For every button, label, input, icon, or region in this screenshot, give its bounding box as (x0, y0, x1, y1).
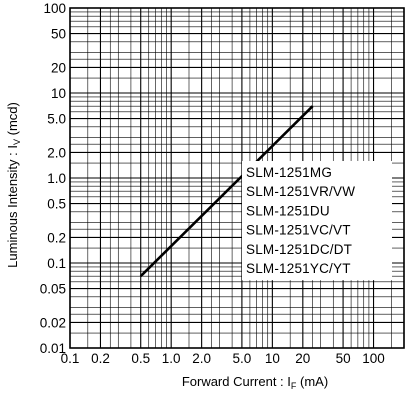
legend-background (242, 161, 392, 281)
y-tick-label: 20 (51, 60, 66, 75)
legend-entry: SLM-1251DU (246, 203, 330, 218)
x-tick-label: 5.0 (233, 351, 252, 366)
x-tick-label: 20 (295, 351, 310, 366)
series-line (139, 105, 314, 278)
x-axis-label-subscript: F (291, 381, 297, 391)
y-tick-label: 1.0 (47, 171, 66, 186)
x-axis-label-unit: (mA) (296, 374, 328, 389)
x-tick-label: 0.5 (131, 351, 150, 366)
x-tick-label: 2.0 (192, 351, 211, 366)
y-tick-label: 0.1 (47, 256, 66, 271)
y-tick-label: 0.02 (40, 315, 66, 330)
y-tick-label: 0.2 (47, 230, 66, 245)
y-axis-label-subscript: V (12, 139, 22, 145)
y-tick-label: 0.01 (40, 341, 66, 356)
y-tick-label: 50 (51, 27, 66, 42)
x-tick-label: 50 (336, 351, 351, 366)
x-tick-label: 100 (362, 351, 385, 366)
legend-entry: SLM-1251YC/YT (246, 261, 351, 276)
x-tick-label: 0.2 (91, 351, 110, 366)
y-tick-label: 0.5 (47, 197, 66, 212)
legend-entry: SLM-1251MG (246, 165, 332, 180)
legend-entry: SLM-1251DC/DT (246, 242, 352, 257)
x-tick-label: 1.0 (162, 351, 181, 366)
y-tick-label: 10 (51, 86, 66, 101)
series-layer (139, 105, 314, 278)
legend-entry: SLM-1251VR/VW (246, 184, 355, 199)
y-tick-label: 5.0 (47, 112, 66, 127)
y-axis-label: Luminous Intensity : IV (mcd) (5, 102, 22, 268)
plot-frame (69, 7, 405, 349)
y-tick-label: 2.0 (47, 145, 66, 160)
legend: SLM-1251MG SLM-1251VR/VW SLM-1251DU SLM-125… (242, 161, 392, 281)
y-tick-label: 0.05 (40, 282, 66, 297)
y-axis-label-unit: (mcd) (5, 102, 20, 139)
x-tick-labels: 0.1 0.2 0.5 1.0 2.0 5.0 10 20 50 100 (61, 351, 385, 366)
legend-entry: SLM-1251VC/VT (246, 223, 351, 238)
x-tick-label: 0.1 (61, 351, 80, 366)
x-tick-label: 10 (265, 351, 280, 366)
y-tick-label: 100 (43, 1, 66, 16)
x-axis-label: Forward Current : IF (mA) (182, 374, 328, 391)
y-tick-labels: 100 50 20 10 5.0 2.0 1.0 0.5 0.2 0.1 0.05 0.02 0.01 (40, 1, 66, 356)
x-axis-label-main: Forward Current : I (182, 374, 291, 389)
y-axis-label-main: Luminous Intensity : I (5, 145, 20, 268)
